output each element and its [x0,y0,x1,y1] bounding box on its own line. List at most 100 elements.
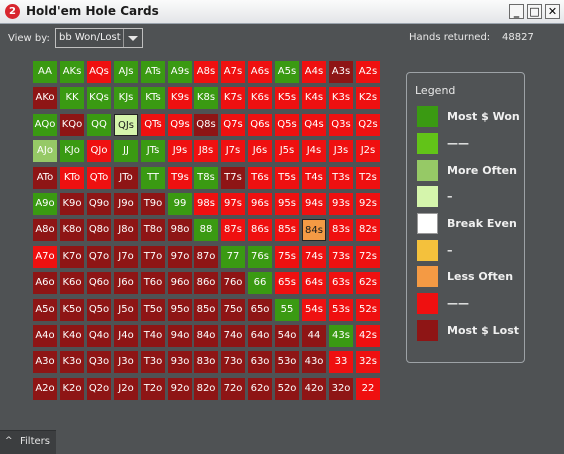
hand-cell[interactable]: JTo [114,167,138,189]
hand-cell[interactable]: 87o [194,246,218,268]
hand-cell[interactable]: QTs [141,114,165,136]
hand-cell[interactable]: AJo [33,140,57,162]
hand-cell[interactable]: K5o [60,299,84,321]
hand-cell[interactable]: K7o [60,246,84,268]
hand-cell[interactable]: 74o [221,325,245,347]
hand-cell[interactable]: K4o [60,325,84,347]
hand-cell[interactable]: T2o [141,378,165,400]
hand-cell[interactable]: KQs [87,87,111,109]
hand-cell[interactable]: 87s [221,219,245,241]
hand-cell[interactable]: 52s [356,299,380,321]
hand-cell[interactable]: Q4s [302,114,326,136]
hand-cell[interactable]: K6o [60,272,84,294]
hand-cell[interactable]: Q5s [275,114,299,136]
hand-cell[interactable]: AKs [60,61,84,83]
hand-cell[interactable]: K2o [60,378,84,400]
hand-cell[interactable]: 88 [194,219,218,241]
hand-cell[interactable]: A8s [194,61,218,83]
hand-cell[interactable]: 85s [275,219,299,241]
hand-cell[interactable]: ATo [33,167,57,189]
hand-cell[interactable]: J5s [275,140,299,162]
hand-cell[interactable]: T4o [141,325,165,347]
hand-cell[interactable]: 62o [248,378,272,400]
hand-cell[interactable]: A5o [33,299,57,321]
hand-cell[interactable]: J4o [114,325,138,347]
hand-cell[interactable]: A4o [33,325,57,347]
hand-cell[interactable]: 73s [329,246,353,268]
hand-cell[interactable]: QQ [87,114,111,136]
hand-cell[interactable]: AQo [33,114,57,136]
hand-cell[interactable]: 98o [168,219,192,241]
view-by-dropdown[interactable]: bb Won/Lost [55,28,143,48]
hand-cell[interactable]: AJs [114,61,138,83]
hand-cell[interactable]: AA [33,61,57,83]
hand-cell[interactable]: T3s [329,167,353,189]
hand-cell[interactable]: J7o [114,246,138,268]
hand-cell[interactable]: Q5o [87,299,111,321]
hand-cell[interactable]: T5s [275,167,299,189]
hand-cell[interactable]: A6s [248,61,272,83]
hand-cell[interactable]: A7s [221,61,245,83]
hand-cell[interactable]: 43s [329,325,353,347]
hand-cell[interactable]: TT [141,167,165,189]
hand-cell[interactable]: 95s [275,193,299,215]
hand-cell[interactable]: 75s [275,246,299,268]
hand-cell[interactable]: Q8s [194,114,218,136]
hand-cell[interactable]: T2s [356,167,380,189]
hand-cell[interactable]: 22 [356,378,380,400]
hand-cell[interactable]: 99 [168,193,192,215]
hand-cell[interactable]: 76s [248,246,272,268]
hand-cell[interactable]: K2s [356,87,380,109]
hand-cell[interactable]: Q7o [87,246,111,268]
hand-cell[interactable]: K6s [248,87,272,109]
hand-cell[interactable]: T5o [141,299,165,321]
hand-cell[interactable]: 72s [356,246,380,268]
hand-cell[interactable]: 86o [194,272,218,294]
hand-cell[interactable]: 44 [302,325,326,347]
hand-cell[interactable]: T8o [141,219,165,241]
hand-cell[interactable]: J9o [114,193,138,215]
hand-cell[interactable]: 33 [329,351,353,373]
hand-cell[interactable]: 83s [329,219,353,241]
hand-cell[interactable]: Q3s [329,114,353,136]
hand-cell[interactable]: Q8o [87,219,111,241]
hand-cell[interactable]: 43o [302,351,326,373]
hand-cell[interactable]: KJs [114,87,138,109]
hand-cell[interactable]: T8s [194,167,218,189]
hand-cell[interactable]: A9s [168,61,192,83]
hand-cell[interactable]: T6o [141,272,165,294]
hand-cell[interactable]: Q7s [221,114,245,136]
dropdown-arrow-icon[interactable] [123,29,142,47]
hand-cell[interactable]: 52o [275,378,299,400]
hand-cell[interactable]: K8o [60,219,84,241]
hand-cell[interactable]: J5o [114,299,138,321]
hand-cell[interactable]: 94o [168,325,192,347]
hand-cell[interactable]: KTo [60,167,84,189]
hand-cell[interactable]: QJo [87,140,111,162]
hand-cell[interactable]: A3o [33,351,57,373]
hand-cell[interactable]: QTo [87,167,111,189]
hand-cell[interactable]: JTs [141,140,165,162]
minimize-button[interactable]: _ [509,4,524,19]
hand-cell[interactable]: 82s [356,219,380,241]
hand-cell[interactable]: 86s [248,219,272,241]
hand-cell[interactable]: 75o [221,299,245,321]
hand-cell[interactable]: 96o [168,272,192,294]
hand-cell[interactable]: Q6o [87,272,111,294]
hand-cell[interactable]: 72o [221,378,245,400]
hand-cell[interactable]: KQo [60,114,84,136]
hand-cell[interactable]: 53o [275,351,299,373]
hand-cell[interactable]: 54s [302,299,326,321]
hand-cell[interactable]: 63s [329,272,353,294]
hand-cell[interactable]: J4s [302,140,326,162]
hand-cell[interactable]: 74s [302,246,326,268]
hand-cell[interactable]: 64o [248,325,272,347]
hand-cell[interactable]: K9s [168,87,192,109]
hand-cell[interactable]: Q9o [87,193,111,215]
hand-cell[interactable]: 53s [329,299,353,321]
hand-cell[interactable]: Q6s [248,114,272,136]
hand-cell[interactable]: AQs [87,61,111,83]
hand-cell[interactable]: 92s [356,193,380,215]
hand-cell[interactable]: 95o [168,299,192,321]
hand-cell[interactable]: 65o [248,299,272,321]
